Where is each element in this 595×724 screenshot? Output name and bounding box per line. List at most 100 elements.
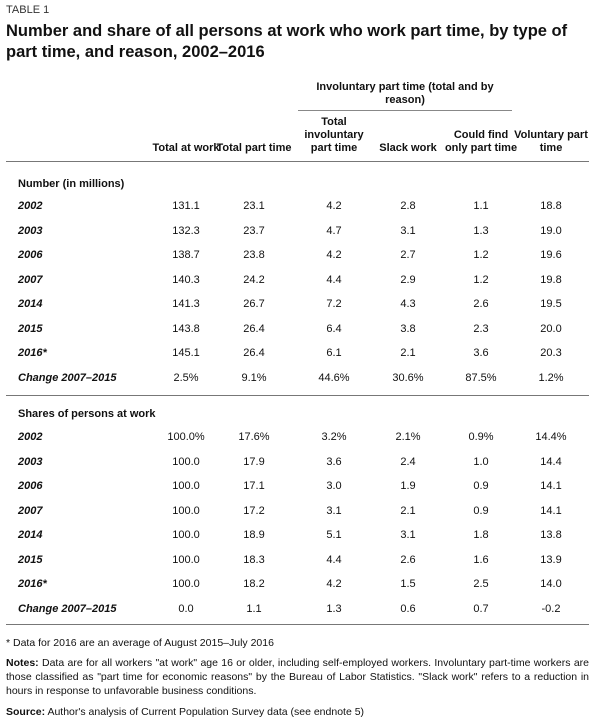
cell: 1.8	[473, 529, 489, 541]
row-label: 2015	[18, 322, 43, 335]
cell: 4.7	[326, 224, 342, 237]
cell: 1.5	[400, 578, 416, 590]
cell: 100.0	[172, 455, 200, 468]
cell: 0.9	[473, 480, 489, 492]
row-label: 2015	[18, 553, 43, 566]
cell: 100.0	[172, 529, 200, 541]
cell: 9.1%	[241, 371, 267, 384]
cell: 6.4	[326, 322, 342, 335]
cell: 19.6	[540, 249, 562, 261]
row-label: Change 2007–2015	[18, 371, 117, 384]
row-label: 2007	[18, 273, 43, 286]
cell: 18.3	[243, 553, 265, 566]
row-label: 2006	[18, 480, 43, 492]
cell: 23.7	[243, 224, 265, 237]
cell: 17.6%	[238, 431, 270, 443]
rule	[6, 395, 589, 396]
cell: 0.6	[400, 602, 416, 615]
cell: 4.2	[326, 578, 342, 590]
cell: 26.4	[243, 347, 265, 359]
row-label: 2006	[18, 249, 43, 261]
cell: 1.0	[473, 455, 489, 468]
cell: 1.3	[473, 224, 489, 237]
cell: 5.1	[326, 529, 342, 541]
cell: 2.5%	[173, 371, 199, 384]
row-label: 2016*	[18, 578, 47, 590]
cell: 13.8	[540, 529, 562, 541]
cell: 2.1%	[395, 431, 421, 443]
cell: 19.0	[540, 224, 562, 237]
cell: 100.0	[172, 553, 200, 566]
cell: 14.4	[540, 455, 562, 468]
cell: 17.1	[243, 480, 265, 492]
cell: 19.8	[540, 273, 562, 286]
cell: 1.6	[473, 553, 489, 566]
row-label: 2003	[18, 224, 43, 237]
cell: 3.0	[326, 480, 342, 492]
cell: 23.8	[243, 249, 265, 261]
cell: 7.2	[326, 298, 342, 310]
cell: 3.1	[400, 529, 416, 541]
row-label: 2014	[18, 529, 43, 541]
cell: 1.2%	[538, 371, 564, 384]
rule	[6, 161, 589, 162]
cell: 23.1	[243, 200, 265, 212]
cell: 18.9	[243, 529, 265, 541]
cell: 100.0	[172, 578, 200, 590]
row-label: 2007	[18, 504, 43, 517]
cell: 1.1	[473, 200, 489, 212]
table-title: Number and share of all persons at work …	[6, 22, 568, 61]
cell: 138.7	[172, 249, 200, 261]
row-label: 2002	[18, 200, 43, 212]
cell: 44.6%	[318, 371, 350, 384]
cell: 4.2	[326, 249, 342, 261]
cell: 18.2	[243, 578, 265, 590]
cell: 4.4	[326, 553, 342, 566]
cell: 140.3	[172, 273, 200, 286]
source-text: Author's analysis of Current Population …	[47, 706, 365, 718]
cell: 3.2%	[321, 431, 347, 443]
row-label: 2016*	[18, 347, 47, 359]
source-label: Source:	[6, 706, 46, 718]
row-label: 2002	[18, 431, 43, 443]
column-header: Total involuntary part time	[304, 116, 364, 154]
notes-text: Data are for all workers "at work" age 1…	[6, 657, 590, 697]
cell: 19.5	[540, 298, 562, 310]
cell: 100.0	[172, 480, 200, 492]
cell: 143.8	[172, 322, 200, 335]
cell: 0.7	[473, 602, 489, 615]
cell: 145.1	[172, 347, 200, 359]
cell: 18.8	[540, 200, 562, 212]
cell: 26.7	[243, 298, 265, 310]
table-label: TABLE 1	[6, 4, 50, 16]
cell: 0.9	[473, 504, 489, 517]
cell: -0.2	[541, 602, 561, 615]
column-header: Voluntary part time	[514, 129, 588, 154]
cell: 13.9	[540, 553, 562, 566]
cell: 141.3	[172, 298, 200, 310]
cell: 1.3	[326, 602, 342, 615]
cell: 2.4	[400, 455, 416, 468]
cell: 2.6	[473, 298, 489, 310]
cell: 87.5%	[465, 371, 497, 384]
notes-label: Notes:	[6, 657, 39, 669]
row-label: Change 2007–2015	[18, 602, 117, 615]
cell: 1.9	[400, 480, 416, 492]
cell: 2.6	[400, 553, 416, 566]
cell: 14.0	[540, 578, 562, 590]
group-header: Involuntary part time (total and by reas…	[298, 81, 512, 111]
cell: 26.4	[243, 322, 265, 335]
section-title: Number (in millions)	[18, 178, 125, 190]
cell: 2.7	[400, 249, 416, 261]
cell: 4.3	[400, 298, 416, 310]
source: Source: Author's analysis of Current Pop…	[6, 705, 589, 719]
cell: 14.4%	[535, 431, 567, 443]
cell: 131.1	[172, 200, 200, 212]
cell: 100.0%	[167, 431, 205, 443]
notes: Notes: Data are for all workers "at work…	[6, 656, 589, 698]
cell: 2.9	[400, 273, 416, 286]
cell: 3.6	[473, 347, 489, 359]
cell: 3.6	[326, 455, 342, 468]
cell: 4.4	[326, 273, 342, 286]
column-header: Could find only part time	[444, 129, 518, 154]
